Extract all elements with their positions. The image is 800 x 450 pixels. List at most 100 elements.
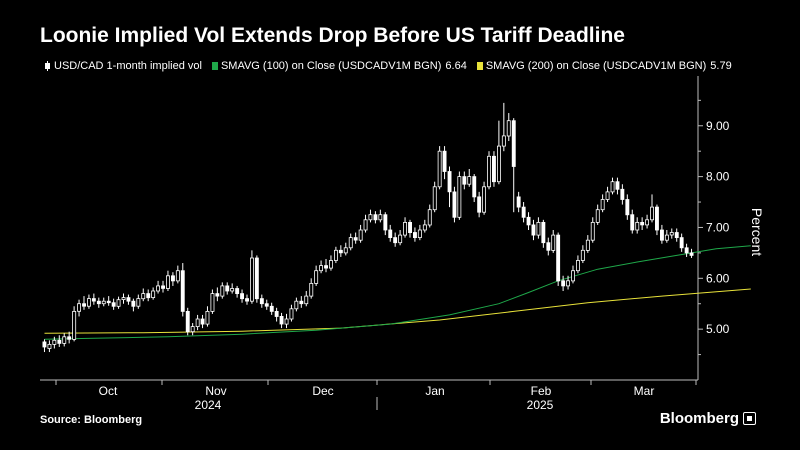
candle-body bbox=[215, 293, 220, 297]
legend-label: SMAVG (200) on Close (USDCADV1M BGN) bbox=[485, 60, 707, 72]
candle-body bbox=[511, 120, 516, 167]
y-tick-label: 5.00 bbox=[706, 322, 730, 336]
candle-body bbox=[417, 229, 422, 238]
candle-body bbox=[343, 247, 348, 254]
candle-body bbox=[141, 293, 146, 300]
candle-body bbox=[442, 150, 447, 172]
candle-body bbox=[200, 318, 205, 325]
candle-body bbox=[462, 176, 467, 185]
x-tick-label: Oct bbox=[99, 384, 118, 398]
legend: USD/CAD 1-month implied vol SMAVG (100) … bbox=[44, 60, 742, 72]
x-tick-label: Feb bbox=[531, 384, 552, 398]
legend-item-sma200: SMAVG (200) on Close (USDCADV1M BGN) 5.7… bbox=[476, 60, 732, 72]
candle-body bbox=[477, 196, 482, 213]
candle-body bbox=[319, 265, 323, 272]
candle-body bbox=[412, 232, 417, 238]
candle-body bbox=[684, 247, 689, 254]
candle-body bbox=[136, 298, 141, 307]
source-note: Source: Bloomberg bbox=[40, 414, 143, 426]
y-axis-label: Percent bbox=[749, 208, 765, 256]
candle-body bbox=[156, 285, 160, 292]
candle-body bbox=[259, 298, 264, 305]
candle-body bbox=[42, 341, 47, 348]
candle-body bbox=[161, 285, 165, 289]
legend-value: 6.64 bbox=[445, 60, 467, 72]
candle-body bbox=[151, 290, 156, 298]
candle-body bbox=[210, 293, 215, 312]
candle-body bbox=[496, 145, 501, 183]
candle-body bbox=[467, 176, 472, 185]
candle-body bbox=[294, 300, 299, 310]
candle-body bbox=[645, 219, 649, 226]
candle-body bbox=[279, 315, 284, 325]
candle-body bbox=[205, 310, 210, 325]
candle-body bbox=[101, 300, 106, 305]
x-tick-label: Mar bbox=[634, 384, 655, 398]
candlestick-icon bbox=[44, 61, 51, 71]
candle-body bbox=[501, 135, 506, 147]
candle-body bbox=[546, 242, 551, 251]
candle-body bbox=[600, 199, 605, 211]
candle-body bbox=[635, 221, 640, 231]
candle-body bbox=[432, 186, 437, 211]
candle-body bbox=[595, 209, 600, 223]
candle-body bbox=[185, 310, 190, 333]
candle-body bbox=[62, 336, 67, 344]
x-tick-label: Dec bbox=[312, 384, 333, 398]
candle-body bbox=[660, 229, 664, 241]
candle-body bbox=[506, 120, 511, 137]
candle-body bbox=[521, 206, 526, 218]
candle-body bbox=[605, 191, 610, 200]
candle-body bbox=[590, 221, 595, 241]
candle-body bbox=[116, 299, 121, 307]
candle-body bbox=[679, 237, 684, 249]
candle-body bbox=[328, 260, 333, 269]
candle-body bbox=[353, 237, 358, 241]
green-square-icon bbox=[211, 62, 218, 70]
candle-body bbox=[324, 265, 328, 269]
candle-body bbox=[472, 176, 477, 198]
candle-body bbox=[383, 214, 388, 231]
candle-body bbox=[348, 237, 353, 249]
candle-body bbox=[580, 249, 585, 261]
candle-body bbox=[111, 302, 116, 307]
candle-body bbox=[249, 257, 254, 302]
candle-body bbox=[190, 326, 195, 333]
candle-body bbox=[487, 155, 491, 188]
legend-item-implied-vol: USD/CAD 1-month implied vol bbox=[44, 60, 202, 72]
legend-item-sma100: SMAVG (100) on Close (USDCADV1M BGN) 6.6… bbox=[211, 60, 467, 72]
candle-body bbox=[245, 298, 249, 302]
candle-body bbox=[491, 155, 496, 183]
candle-body bbox=[447, 171, 452, 193]
candle-body bbox=[561, 280, 566, 287]
sma100-line bbox=[44, 245, 751, 340]
candle-body bbox=[314, 270, 319, 284]
candle-body bbox=[625, 199, 630, 216]
candle-body bbox=[368, 214, 373, 221]
candle-body bbox=[571, 270, 575, 282]
candle-body bbox=[373, 214, 378, 221]
candle-body bbox=[669, 232, 674, 236]
candle-body bbox=[338, 249, 343, 254]
candle-body bbox=[269, 305, 274, 312]
candle-body bbox=[289, 308, 294, 320]
x-tick-label: Nov bbox=[205, 384, 226, 398]
candle-body bbox=[566, 280, 570, 287]
candle-body bbox=[655, 206, 659, 231]
legend-label: SMAVG (100) on Close (USDCADV1M BGN) bbox=[220, 60, 442, 72]
candle-body bbox=[556, 234, 561, 282]
candle-body bbox=[225, 285, 230, 292]
candle-body bbox=[541, 221, 546, 244]
candle-body bbox=[254, 257, 259, 300]
candle-body bbox=[230, 288, 235, 292]
candle-body bbox=[240, 293, 244, 300]
candle-body bbox=[585, 239, 590, 251]
candle-body bbox=[72, 310, 77, 340]
candle-body bbox=[96, 300, 101, 305]
x-tick-label: Jan bbox=[425, 384, 444, 398]
candle-body bbox=[378, 214, 383, 221]
year-label: 2024 bbox=[195, 398, 222, 412]
candle-body bbox=[452, 191, 457, 218]
yellow-square-icon bbox=[476, 62, 483, 70]
y-tick-label: 6.00 bbox=[706, 271, 730, 285]
